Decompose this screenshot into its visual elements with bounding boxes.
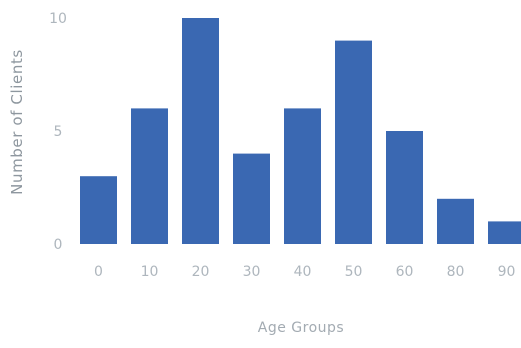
x-tick-90: 90	[498, 264, 516, 280]
y-tick-0: 0	[54, 237, 63, 253]
x-tick-30: 30	[243, 264, 261, 280]
x-axis-label: Age Groups	[258, 320, 344, 336]
x-tick-20: 20	[192, 264, 210, 280]
x-tick-50: 50	[345, 264, 363, 280]
bar-60	[386, 131, 423, 244]
bar-30	[233, 153, 270, 244]
y-tick-5: 5	[54, 124, 63, 140]
x-tick-80: 80	[447, 264, 465, 280]
x-tick-60: 60	[396, 264, 414, 280]
y-tick-labels: 0 5 10	[49, 11, 67, 253]
bar-40	[284, 108, 321, 245]
x-tick-labels: 0 10 20 30 40 50 60 80 90	[94, 264, 515, 280]
bar-0	[80, 176, 117, 244]
bar-10	[131, 108, 168, 245]
x-tick-40: 40	[294, 264, 312, 280]
bars-group	[80, 18, 521, 245]
x-tick-0: 0	[94, 264, 103, 280]
bar-50	[335, 40, 372, 244]
x-tick-10: 10	[141, 264, 159, 280]
y-axis-label: Number of Clients	[8, 49, 26, 195]
bar-80	[437, 198, 474, 244]
bar-20	[182, 18, 219, 244]
bar-90	[488, 221, 521, 244]
y-tick-10: 10	[49, 11, 67, 27]
